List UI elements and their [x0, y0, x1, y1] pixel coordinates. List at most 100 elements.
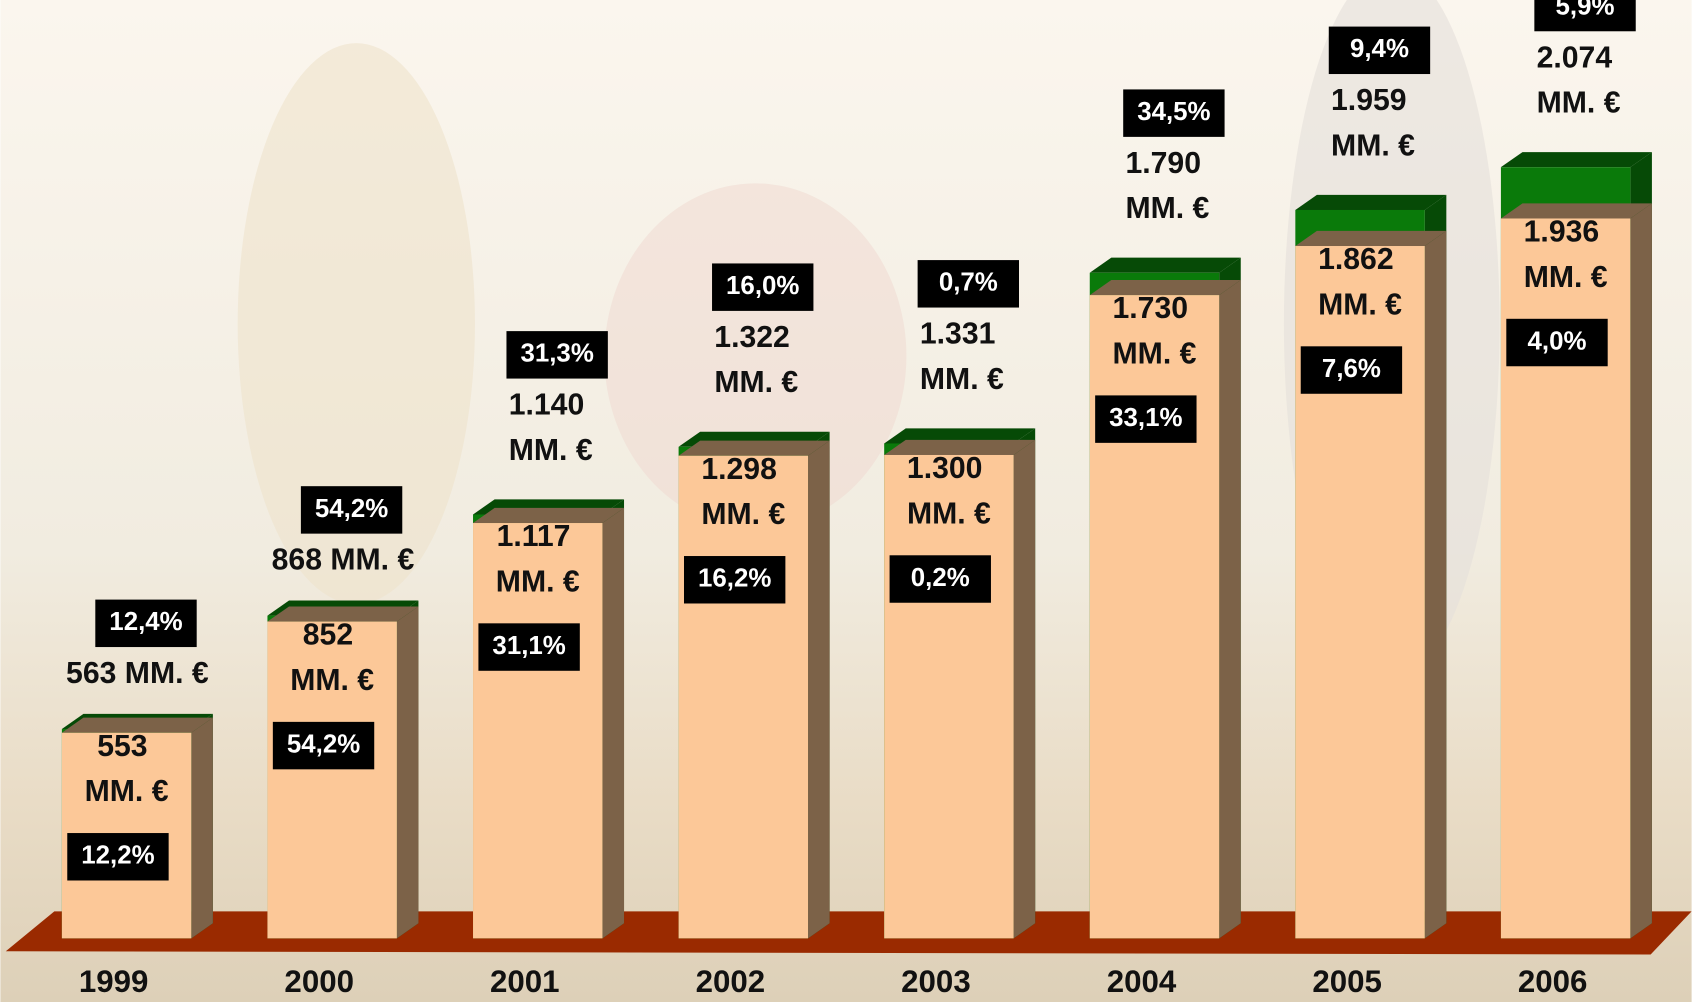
growth-label: 33,1% — [1109, 404, 1182, 432]
inner-bar-top — [1295, 230, 1447, 247]
inner-bar — [473, 523, 603, 939]
growth-label: 16,2% — [698, 565, 771, 593]
value-label-line: MM. € — [1524, 261, 1608, 294]
growth-label: 31,1% — [492, 632, 565, 660]
total-bar-top — [1500, 152, 1652, 168]
growth-box — [889, 555, 991, 603]
value-label: 1.936 MM. € — [1524, 216, 1608, 294]
value-label-line: MM. € — [714, 366, 798, 399]
floor — [5, 911, 1692, 955]
growth-box — [1534, 0, 1636, 32]
value-label-line: MM. € — [907, 497, 991, 530]
growth-box — [67, 833, 169, 881]
total-bar-top — [884, 428, 1036, 444]
value-label-line: MM. € — [920, 363, 1004, 396]
value-label: 868 MM. € — [272, 544, 415, 577]
growth-label: 0,2% — [911, 564, 970, 592]
x-tick-label: 1999 — [79, 964, 149, 999]
inner-bar-top — [267, 606, 419, 622]
value-label-line: 1.959 — [1331, 84, 1415, 117]
value-label: 553 MM. € — [85, 730, 169, 808]
value-label-line: 1.117 — [497, 520, 579, 553]
value-label-line: MM. € — [85, 775, 169, 808]
total-bar-top — [1089, 257, 1241, 273]
inner-bar-top — [678, 440, 830, 456]
value-label: 1.862 MM. € — [1318, 243, 1402, 321]
growth-box — [272, 721, 375, 770]
x-tick-label: 2002 — [696, 964, 766, 999]
value-label-line: 1.730 — [1113, 292, 1197, 325]
growth-label: 4,0% — [1528, 327, 1587, 355]
inner-bar-top — [473, 507, 625, 524]
growth-box — [712, 263, 814, 311]
growth-label: 54,2% — [287, 730, 360, 758]
growth-label: 0,7% — [939, 269, 998, 297]
value-label: 1.140 MM. € — [509, 389, 593, 467]
inner-bar-side — [191, 717, 213, 939]
value-label: 1.331 MM. € — [920, 318, 1004, 396]
x-tick-label: 2005 — [1312, 964, 1382, 999]
value-label-line: MM. € — [290, 664, 374, 697]
x-tick-label: 2000 — [284, 964, 354, 999]
value-label: 1.790 MM. € — [1125, 147, 1209, 225]
value-label-line: 1.331 — [920, 318, 1004, 351]
growth-label: 12,4% — [109, 608, 182, 636]
growth-box — [1328, 26, 1431, 75]
growth-label: 9,4% — [1350, 35, 1409, 63]
value-label-line: 1.300 — [907, 452, 991, 485]
value-label-line: 1.298 — [701, 453, 785, 486]
growth-box — [1506, 318, 1608, 367]
growth-box — [95, 599, 197, 648]
value-label-line: MM. € — [1318, 288, 1402, 321]
inner-bar-side — [396, 606, 419, 939]
value-label-line: MM. € — [701, 498, 785, 531]
growth-label: 5,9% — [1556, 0, 1615, 20]
value-label: 1.322 MM. € — [714, 321, 798, 399]
inner-bar — [884, 454, 1014, 939]
value-label-line: 1.322 — [714, 321, 798, 354]
x-tick-label: 2006 — [1518, 964, 1588, 999]
inner-bar — [267, 621, 397, 939]
value-label-line: 553 — [97, 730, 156, 763]
growth-label: 16,0% — [726, 272, 799, 300]
inner-bar-top — [61, 717, 213, 733]
growth-box — [1095, 395, 1197, 443]
inner-bar — [678, 455, 809, 939]
inner-bar-side — [1630, 203, 1652, 939]
value-label-line: MM. € — [1537, 87, 1621, 120]
x-tick-label: 2004 — [1107, 964, 1177, 999]
inner-bar-top — [1089, 279, 1241, 296]
value-label-line: MM. € — [1113, 337, 1197, 370]
value-label-line: MM. € — [1125, 192, 1209, 225]
growth-box — [300, 486, 403, 534]
value-label-line: MM. € — [1331, 129, 1415, 162]
inner-bar — [1089, 295, 1220, 939]
value-label: 1.730 MM. € — [1113, 292, 1197, 370]
inner-bar-side — [1424, 230, 1447, 939]
value-label: 852 MM. € — [290, 619, 374, 697]
growth-label: 7,6% — [1322, 355, 1381, 383]
inner-bar-side — [1219, 279, 1241, 939]
growth-label: 12,2% — [81, 842, 154, 870]
total-bar-top — [1295, 194, 1447, 210]
growth-label: 54,2% — [315, 495, 388, 523]
growth-label: 34,5% — [1137, 98, 1210, 126]
value-label: 1.117 MM. € — [496, 520, 580, 598]
inner-bar-top — [884, 439, 1036, 455]
value-label-line: MM. € — [496, 565, 580, 598]
inner-bar-side — [1013, 439, 1036, 939]
value-label-line: MM. € — [509, 434, 593, 467]
inner-bar-side — [602, 507, 625, 939]
value-label: 1.959 MM. € — [1331, 84, 1415, 162]
growth-box — [1300, 346, 1403, 394]
value-label: 563 MM. € — [66, 657, 209, 690]
value-label-line: 1.790 — [1125, 147, 1209, 180]
growth-box — [917, 260, 1020, 308]
growth-label: 31,3% — [520, 340, 593, 368]
photo-figure — [237, 43, 475, 605]
inner-bar-side — [808, 440, 830, 939]
growth-box — [506, 331, 608, 379]
x-tick-label: 2001 — [490, 964, 560, 999]
growth-box — [683, 556, 786, 604]
